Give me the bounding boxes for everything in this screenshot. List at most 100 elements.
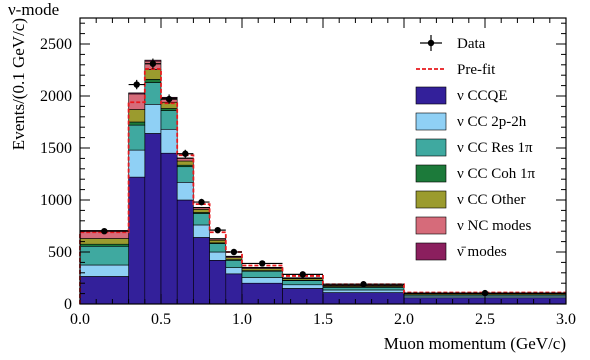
hist-bin [160, 108, 178, 111]
hist-bin [176, 158, 194, 162]
hist-bin [79, 245, 129, 266]
hist-bin [144, 79, 162, 83]
hist-bin [176, 182, 194, 201]
data-point [101, 228, 108, 235]
hist-bin [193, 224, 210, 238]
hist-bin [225, 273, 243, 305]
legend-label: Pre-fit [457, 62, 496, 78]
hist-bin [176, 199, 194, 305]
y-axis-label: Events/(0.1 GeV/c) [9, 18, 28, 150]
y-tick-label: 1500 [40, 140, 72, 157]
hist-bin [209, 243, 227, 253]
legend-label: ν CC Res 1π [457, 140, 533, 156]
series-1 [79, 104, 567, 299]
legend-swatch [415, 86, 447, 105]
x-axis-label: Muon momentum (GeV/c) [384, 334, 566, 353]
data-point [214, 226, 221, 234]
x-tick-label: 1.0 [232, 311, 252, 328]
legend: Data Pre-fit ν CCQE ν CC 2p-2h ν CC Res 1π ν … [415, 35, 536, 261]
data-point [230, 248, 238, 256]
hist-bin [241, 282, 283, 305]
hist-bin [79, 243, 129, 247]
hist-bin [144, 69, 162, 80]
hist-bin [193, 209, 210, 213]
x-axis: 0.0 0.5 1.0 1.5 2.0 2.5 3.0 Muon momentum (GeV/… [70, 18, 576, 353]
hist-bin [128, 92, 146, 95]
hist-bin [160, 128, 178, 154]
hist-bin [193, 206, 210, 209]
hist-bin [282, 284, 324, 289]
hist-bin [193, 213, 210, 226]
hist-bin [160, 152, 178, 305]
hist-bin [128, 176, 146, 305]
y-tick-label: 0 [64, 296, 72, 313]
hist-bin [79, 238, 129, 245]
hist-bin [128, 149, 146, 178]
hist-bin [322, 287, 405, 291]
hist-bin [322, 289, 405, 293]
y-tick-label: 2000 [40, 88, 72, 105]
legend-label: ν CC Coh 1π [457, 166, 536, 182]
data-points [80, 58, 566, 297]
legend-swatch [415, 112, 447, 131]
y-tick-label: 2500 [40, 36, 72, 53]
legend-marker [427, 39, 435, 47]
data-point [165, 95, 173, 103]
hist-bin [225, 260, 243, 268]
x-tick-label: 1.5 [313, 311, 333, 328]
y-tick-label: 1000 [40, 192, 72, 209]
legend-swatch [415, 242, 447, 261]
x-tick-label: 3.0 [556, 311, 576, 328]
hist-bin [322, 292, 405, 305]
legend-label: ν CC 2p-2h [457, 114, 527, 130]
hist-bin [225, 257, 243, 260]
hist-bin [209, 251, 227, 261]
hist-bin [241, 270, 283, 278]
hist-bin [225, 267, 243, 275]
data-point [198, 198, 205, 206]
y-tick-label: 500 [48, 244, 72, 261]
hist-bin [282, 288, 324, 305]
x-tick-label: 2.0 [394, 311, 414, 328]
legend-swatch [415, 138, 447, 157]
hist-bin [193, 237, 210, 305]
legend-label: ν CCQE [457, 88, 508, 104]
data-point [360, 281, 367, 288]
hist-bin [241, 277, 283, 284]
hist-bin [160, 110, 178, 130]
legend-label: ν̄ modes [457, 244, 507, 260]
hist-bin [144, 104, 162, 134]
legend-label: ν NC modes [457, 218, 531, 234]
x-tick-label: 0.0 [70, 311, 90, 328]
hist-bin [241, 268, 283, 271]
hist-bin [128, 124, 146, 151]
legend-swatch [415, 164, 447, 183]
hist-bin [209, 260, 227, 305]
hist-bin [128, 109, 146, 123]
data-point [259, 260, 266, 267]
x-tick-label: 0.5 [151, 311, 171, 328]
hist-bin [176, 166, 194, 183]
data-point [299, 271, 306, 278]
legend-swatch [415, 216, 447, 235]
hist-bin [209, 239, 227, 244]
prefit-line [79, 68, 566, 304]
legend-label: ν CC Other [457, 192, 525, 208]
hist-bin [144, 133, 162, 305]
hist-bin [128, 121, 146, 126]
data-point [481, 289, 489, 297]
hist-bin [176, 160, 194, 166]
data-point [182, 150, 189, 157]
data-point [149, 60, 157, 67]
x-tick-label: 2.5 [475, 311, 495, 328]
hist-bin [79, 264, 129, 277]
y-axis: 0 500 1000 1500 2000 2500 Events/(0.1 GeV/c) [9, 18, 566, 313]
hist-bin [176, 157, 194, 159]
legend-swatch [415, 190, 447, 209]
hist-bin [209, 238, 227, 240]
mode-label: ν-mode [8, 0, 60, 19]
data-point [133, 81, 140, 88]
hist-bin [282, 280, 324, 286]
hist-bin [79, 276, 129, 305]
